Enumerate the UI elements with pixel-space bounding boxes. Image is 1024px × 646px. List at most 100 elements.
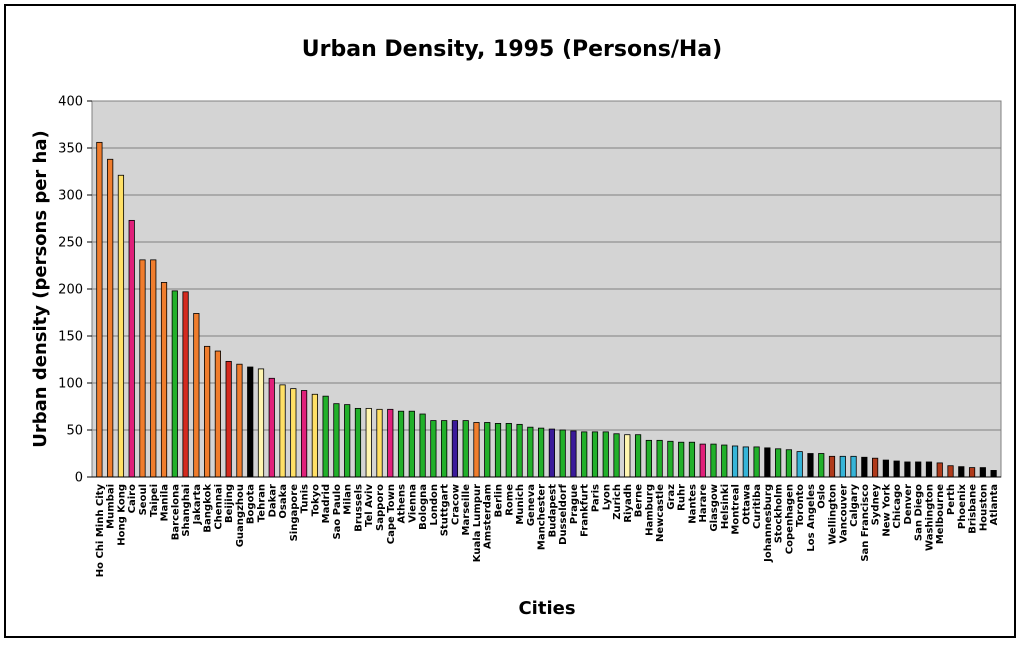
y-tick-label: 50: [66, 424, 83, 439]
x-tick-label: Glasgow: [709, 484, 720, 532]
bar-dusseldorf: [559, 429, 566, 478]
x-tick-label: Beijing: [224, 484, 235, 523]
bar-sapporo: [376, 408, 383, 478]
bar-geneva: [527, 426, 534, 478]
x-tick-label: Chennai: [213, 484, 224, 530]
bar-los-angeles: [807, 453, 814, 478]
x-tick-label: Shanghai: [181, 484, 192, 537]
bar-perth: [947, 465, 954, 478]
x-tick-label: Osaka: [278, 484, 289, 519]
x-tick-label: Frankfurt: [580, 484, 591, 537]
x-tick-label: Ruhr: [677, 484, 688, 511]
bar-stockholm: [775, 448, 782, 478]
x-tick-label: London: [429, 484, 440, 526]
bar-newcastle: [656, 439, 663, 478]
x-tick-label: Guangzhou: [235, 484, 246, 547]
bar-sao-paulo: [333, 403, 340, 478]
bar-madrid: [322, 395, 329, 478]
x-tick-label: Nantes: [687, 484, 698, 524]
x-tick-label: Dusseldorf: [558, 483, 569, 544]
bar-brisbane: [968, 467, 976, 478]
x-tick-label: Brussels: [353, 484, 364, 532]
x-tick-label: Los Angeles: [806, 484, 817, 552]
x-tick-label: Riyadh: [623, 484, 634, 523]
bar-shanghai: [182, 291, 189, 478]
x-axis-title: Cities: [518, 598, 575, 619]
x-tick-label: Graz: [666, 484, 677, 510]
bar-sydney: [872, 457, 879, 478]
bar-zurich: [613, 433, 620, 478]
bar-phoenix: [958, 466, 965, 478]
bar-vienna: [408, 410, 415, 478]
bar-bangkok: [204, 345, 211, 478]
x-tick-label: Washington: [924, 484, 935, 551]
x-tick-label: Vienna: [407, 484, 418, 523]
x-tick-label: Dakar: [267, 484, 278, 517]
bar-kuala-lumpur: [473, 422, 480, 478]
bar-ho-chi-minh-city: [96, 141, 103, 478]
bar-chennai: [214, 350, 221, 478]
x-tick-label: Stuttgart: [440, 484, 451, 537]
x-tick-label: Berlin: [494, 484, 505, 517]
bar-riyadh: [624, 434, 631, 478]
bar-calgary: [850, 455, 857, 478]
x-tick-label: Stockholm: [774, 484, 785, 543]
bar-bologna: [419, 413, 426, 478]
bar-harare: [699, 443, 706, 478]
bar-washington: [925, 461, 933, 478]
bar-melbourne: [936, 462, 943, 478]
x-tick-label: Harare: [698, 484, 709, 523]
bar-tel-aviv: [365, 407, 372, 478]
x-tick-label: Madrid: [321, 484, 332, 523]
x-tick-label: Sao Paulo: [332, 484, 343, 540]
bar-hamburg: [645, 439, 652, 478]
bar-jakarta: [193, 313, 200, 478]
x-tick-label: Montreal: [731, 484, 742, 535]
bar-marseille: [462, 420, 469, 478]
bar-barcelona: [171, 290, 178, 478]
bar-stuttgart: [441, 420, 448, 478]
chart-title: Urban Density, 1995 (Persons/Ha): [302, 37, 722, 62]
bar-london: [430, 420, 437, 478]
bar-helsinki: [721, 444, 728, 478]
x-tick-label: Copenhagen: [784, 484, 795, 554]
x-tick-label: Perth: [946, 484, 957, 515]
bar-paris: [591, 431, 599, 478]
x-tick-label: Phoenix: [957, 483, 968, 529]
bar-curitiba: [753, 446, 760, 478]
x-tick-label: Berne: [634, 484, 645, 517]
bar-dakar: [268, 377, 275, 478]
x-tick-label: Manila: [160, 484, 171, 521]
bar-cracow: [451, 420, 459, 478]
x-tick-label: Helsinki: [720, 484, 731, 529]
bar-san-francisco: [861, 456, 868, 478]
x-tick-label: Hamburg: [644, 484, 655, 536]
x-axis-ticks: Ho Chi Minh City Mumbai Hong Kong Cairo Seou…: [95, 483, 1000, 577]
x-tick-label: Budapest: [547, 484, 558, 538]
x-tick-label: Taipei: [149, 484, 160, 517]
bar-milan: [344, 404, 351, 478]
x-tick-label: Milan: [343, 484, 354, 515]
x-tick-label: Denver: [903, 484, 914, 525]
x-tick-label: Toronto: [795, 484, 806, 527]
x-tick-label: Ottawa: [741, 484, 752, 525]
bar-nantes: [688, 441, 696, 478]
bar-mumbai: [107, 158, 114, 478]
x-tick-label: Jakarta: [192, 484, 203, 525]
x-tick-label: Cape Town: [386, 484, 397, 544]
bar-prague: [570, 430, 577, 478]
bar-bogota: [247, 366, 254, 478]
y-tick-label: 200: [58, 283, 83, 298]
y-tick-label: 350: [58, 142, 83, 157]
x-tick-label: Rome: [504, 484, 515, 516]
bar-munich: [516, 423, 523, 478]
x-tick-label: Cracow: [450, 484, 461, 525]
bar-athens: [397, 410, 405, 478]
bar-new-york: [882, 459, 889, 478]
bar-chicago: [893, 460, 900, 478]
bar-ottawa: [742, 446, 749, 478]
x-tick-label: Wellington: [828, 484, 839, 545]
bar-graz: [667, 440, 674, 478]
bar-seoul: [139, 259, 146, 478]
